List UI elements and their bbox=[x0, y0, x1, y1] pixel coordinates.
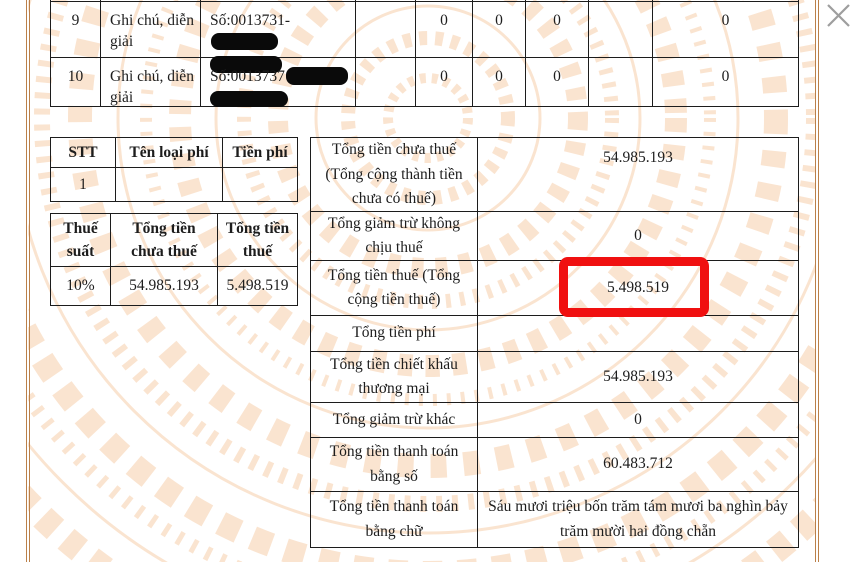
total-value-nontax-deduction: 0 bbox=[478, 212, 799, 261]
total-value-tax: 5.498.519 bbox=[478, 261, 799, 316]
row10-col6: 0 bbox=[473, 58, 526, 107]
total-value-payment-words: Sáu mươi triệu bốn trăm tám mươi ba nghì… bbox=[478, 492, 799, 548]
total-label-nontax-deduction: Tổng giảm trừ không chịu thuế bbox=[311, 212, 478, 261]
tax-header-tax: Tổng tiền thuế bbox=[218, 214, 298, 267]
row9-col6: 0 bbox=[473, 2, 526, 58]
fee-header-amount: Tiền phí bbox=[223, 138, 298, 168]
row10-doc-number: Số:0013737 bbox=[210, 68, 285, 85]
close-button[interactable] bbox=[820, 0, 856, 32]
total-label-fee: Tổng tiền phí bbox=[311, 316, 478, 352]
total-label-payment-words: Tổng tiền thanh toán bằng chữ bbox=[311, 492, 478, 548]
row10-category: Ghi chú, diễn giải bbox=[101, 58, 201, 107]
row10-col7: 0 bbox=[526, 58, 589, 107]
invoice-document-area bbox=[28, 0, 816, 562]
row10-col9: 0 bbox=[653, 58, 799, 107]
total-value-pretax: 54.985.193 bbox=[478, 138, 799, 212]
row10-col4 bbox=[356, 58, 416, 107]
row9-col7: 0 bbox=[526, 2, 589, 58]
tax-row-tax: 5.498.519 bbox=[218, 267, 298, 306]
tax-row-pretax: 54.985.193 bbox=[111, 267, 218, 306]
tax-header-pretax: Tổng tiền chưa thuế bbox=[111, 214, 218, 267]
emblem-watermark bbox=[28, 0, 816, 562]
redaction-bar bbox=[285, 67, 348, 85]
close-icon bbox=[827, 4, 850, 27]
redaction-bar bbox=[210, 90, 288, 107]
tax-rate-table: Thuế suất Tổng tiền chưa thuế Tổng tiền … bbox=[50, 213, 298, 306]
total-value-payment-numeric: 60.483.712 bbox=[478, 438, 799, 492]
total-value-trade-discount: 54.985.193 bbox=[478, 352, 799, 403]
page-left-border bbox=[25, 0, 30, 562]
fee-header-stt: STT bbox=[51, 138, 116, 168]
redaction-bar bbox=[210, 55, 282, 73]
total-label-payment-numeric: Tổng tiền thanh toán bằng số bbox=[311, 438, 478, 492]
page-right-border bbox=[814, 0, 819, 562]
row10-col8 bbox=[589, 58, 653, 107]
total-value-other-deduction: 0 bbox=[478, 403, 799, 438]
total-value-fee bbox=[478, 316, 799, 352]
row9-col5: 0 bbox=[416, 2, 473, 58]
tax-header-rate: Thuế suất bbox=[51, 214, 111, 267]
row10-col5: 0 bbox=[416, 58, 473, 107]
fee-row-stt: 1 bbox=[51, 168, 116, 202]
row9-col4 bbox=[356, 2, 416, 58]
fee-row-name bbox=[116, 168, 223, 202]
total-label-pretax: Tổng tiền chưa thuế (Tổng cộng thành tiề… bbox=[311, 138, 478, 212]
row9-category: Ghi chú, diễn giải bbox=[101, 2, 201, 58]
detail-table: 9 Ghi chú, diễn giải Số:0013731- 0 0 0 0… bbox=[50, 0, 799, 107]
row9-stt: 9 bbox=[51, 2, 101, 58]
tax-row-rate: 10% bbox=[51, 267, 111, 306]
row9-col8 bbox=[589, 2, 653, 58]
row9-detail: Số:0013731- bbox=[201, 2, 356, 73]
total-label-other-deduction: Tổng giảm trừ khác bbox=[311, 403, 478, 438]
row10-stt: 10 bbox=[51, 58, 101, 107]
row9-doc-number: Số:0013731- bbox=[210, 12, 291, 29]
totals-table: Tổng tiền chưa thuế (Tổng cộng thành tiề… bbox=[310, 137, 799, 548]
total-label-tax: Tổng tiền thuế (Tổng cộng tiền thuế) bbox=[311, 261, 478, 316]
total-label-trade-discount: Tổng tiền chiết khấu thương mại bbox=[311, 352, 478, 403]
redaction-bar bbox=[211, 32, 278, 50]
fee-table: STT Tên loại phí Tiền phí 1 bbox=[50, 137, 298, 202]
fee-row-amount bbox=[223, 168, 298, 202]
fee-header-name: Tên loại phí bbox=[116, 138, 223, 168]
clipped-row-cell bbox=[51, 0, 101, 2]
row9-col9: 0 bbox=[653, 2, 799, 58]
row10-detail: Số:0013737 bbox=[201, 58, 356, 107]
